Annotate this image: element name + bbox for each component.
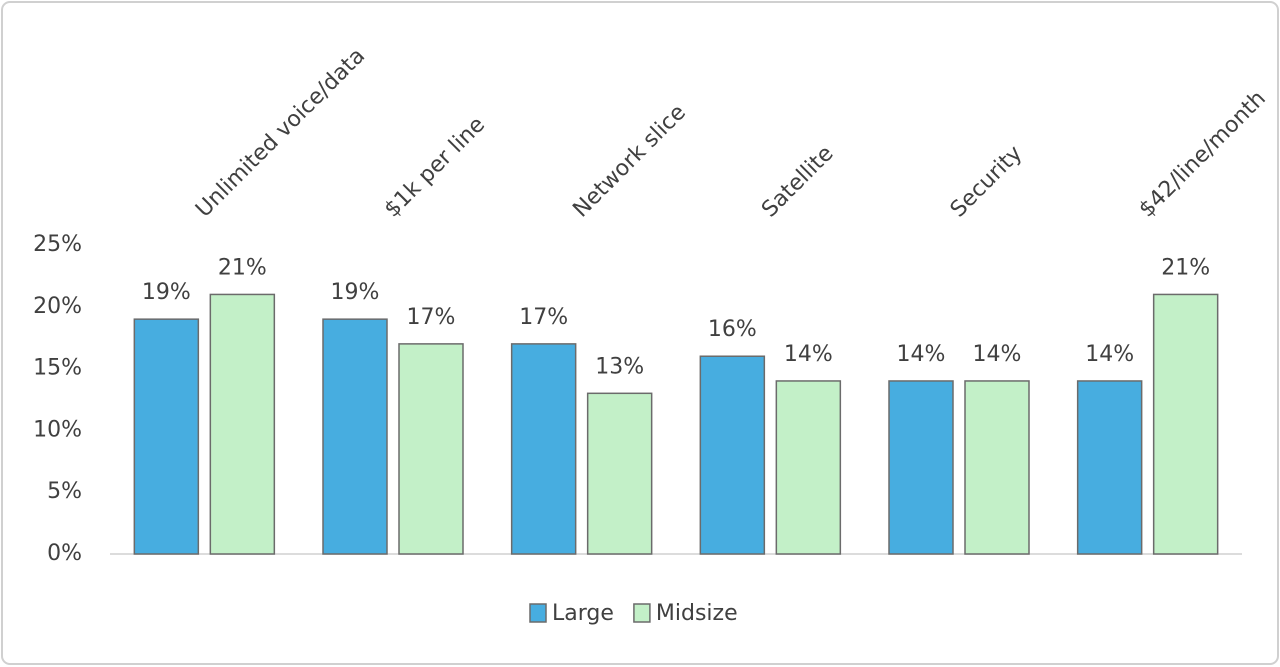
- legend-label: Midsize: [656, 601, 738, 626]
- bar: [398, 343, 464, 555]
- bar: [1076, 380, 1143, 555]
- value-label: 21%: [1161, 255, 1210, 280]
- bar: [133, 318, 200, 555]
- bar: [209, 293, 276, 555]
- bar: [775, 380, 842, 555]
- bar: [510, 343, 577, 555]
- bar: [322, 318, 388, 555]
- y-tick-label: 20%: [33, 294, 82, 319]
- value-label: 19%: [142, 280, 191, 305]
- y-tick-label: 0%: [47, 541, 82, 566]
- value-label: 14%: [897, 342, 946, 367]
- value-label: 19%: [331, 280, 380, 305]
- y-tick-label: 5%: [47, 479, 82, 504]
- bar: [964, 380, 1030, 555]
- bar: [888, 380, 954, 555]
- y-tick-label: 25%: [33, 232, 82, 257]
- bar: [1152, 293, 1219, 555]
- y-tick-label: 10%: [33, 417, 82, 442]
- y-tick-label: 15%: [33, 356, 82, 381]
- value-label: 14%: [784, 342, 833, 367]
- value-label: 21%: [218, 255, 267, 280]
- legend-swatch: [529, 603, 547, 623]
- value-label: 14%: [1085, 342, 1134, 367]
- bar: [586, 392, 653, 555]
- bar: [699, 355, 766, 555]
- legend-label: Large: [552, 601, 614, 626]
- value-label: 17%: [407, 305, 456, 330]
- value-label: 16%: [708, 317, 757, 342]
- value-label: 13%: [595, 354, 644, 379]
- value-label: 17%: [519, 305, 568, 330]
- value-label: 14%: [973, 342, 1022, 367]
- legend-swatch: [633, 603, 651, 623]
